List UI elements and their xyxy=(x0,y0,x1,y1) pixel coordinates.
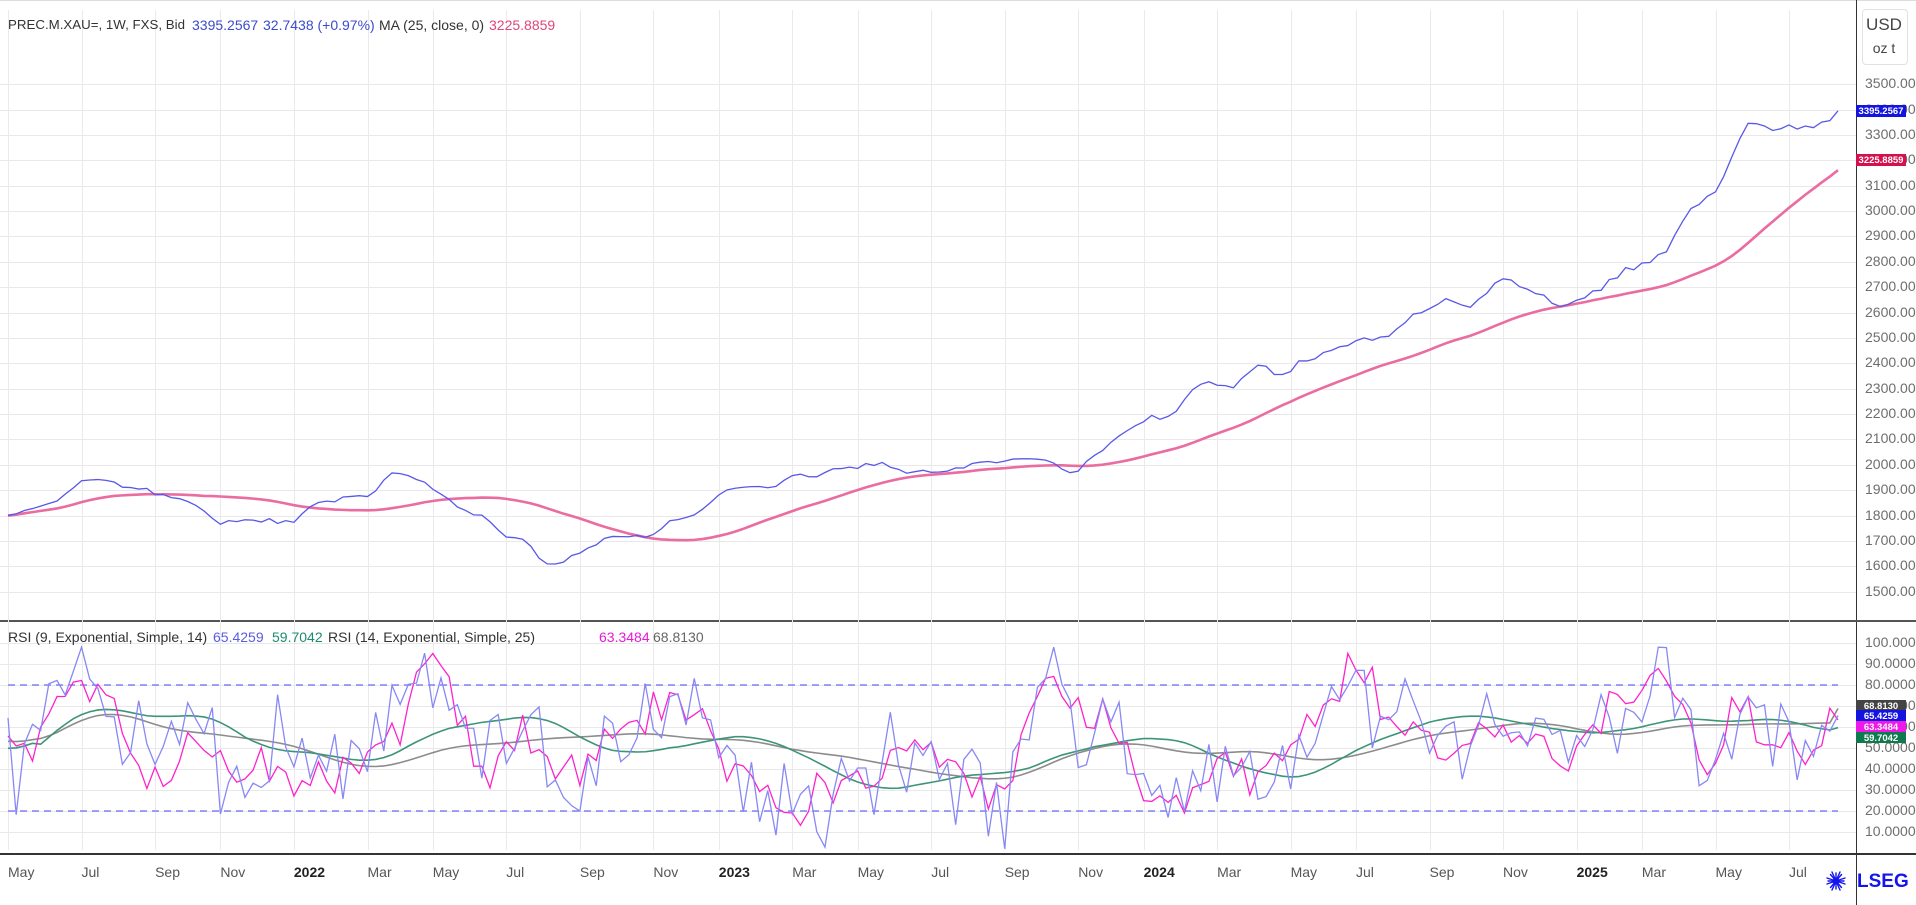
svg-text:LSEG: LSEG xyxy=(1857,871,1909,892)
